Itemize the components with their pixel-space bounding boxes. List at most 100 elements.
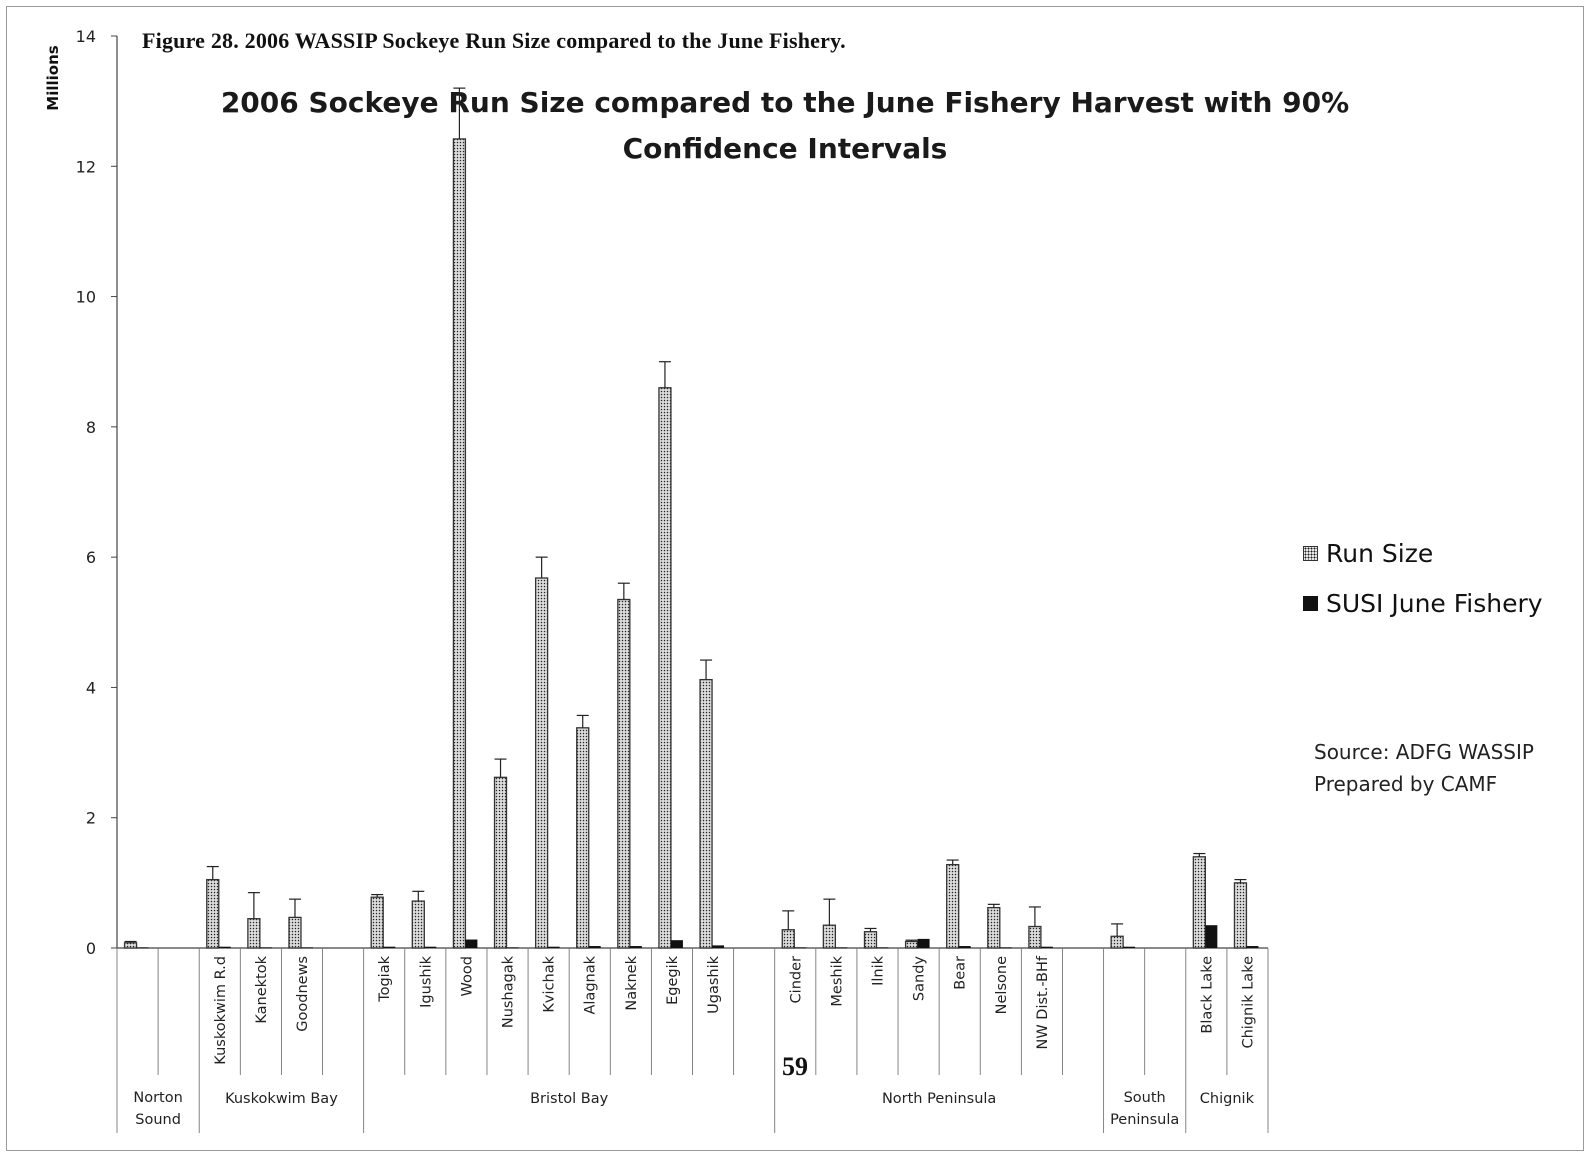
bar-susi-june-fishery [670,940,683,948]
bar-run-size [699,678,713,949]
category-label: Goodnews [295,956,311,1032]
category-label: Bear [953,956,969,990]
bar-run-size [288,916,302,949]
bar-susi-june-fishery [999,947,1012,949]
bar-susi-june-fishery [794,947,807,949]
y-axis-label: Millions [44,45,62,110]
bar-run-size [1233,882,1248,949]
bar-run-size [1028,925,1042,949]
bar-susi-june-fishery [424,946,437,948]
bar-susi-june-fishery [136,947,149,949]
bar-run-size [617,598,631,949]
legend-label-susi: SUSI June Fishery [1326,588,1543,618]
legend-swatch-run-size [1303,545,1318,561]
bar-susi-june-fishery [835,947,848,949]
bar-run-size [493,776,508,949]
bar-run-size [411,900,425,949]
bar-susi-june-fishery [1040,946,1053,948]
category-label: Cinder [788,956,804,1003]
bar-run-size [123,942,138,949]
group-label: Bristol Bay [530,1091,609,1107]
category-label: Alagnak [583,955,599,1014]
y-tick-label: 6 [86,548,96,567]
bar-run-size [987,906,1001,949]
category-label: Kanektok [254,955,270,1023]
bar-run-size [904,940,919,949]
category-label: Nelsone [994,956,1010,1014]
chart-frame [6,6,1584,1151]
bar-run-size [1110,935,1124,949]
bar-susi-june-fishery [465,939,478,948]
bar-run-size [247,918,261,949]
bar-susi-june-fishery [259,947,272,949]
bar-susi-june-fishery [917,938,930,948]
category-label: Ilnik [870,955,886,986]
bar-run-size [658,387,672,949]
group-label: Peninsula [1110,1112,1179,1128]
bar-run-size [576,727,590,949]
y-tick-label: 14 [76,27,96,46]
chart-title-line: 2006 Sockeye Run Size compared to the Ju… [220,86,1350,119]
category-label: Black Lake [1199,956,1215,1034]
bar-run-size [1192,856,1206,949]
bar-susi-june-fishery [1246,946,1259,948]
y-tick-label: 10 [76,288,96,307]
group-label: Chignik [1200,1091,1255,1107]
legend-item-run-size: Run Size [1303,528,1543,578]
chart-title: 2006 Sockeye Run Size compared to the Ju… [200,80,1370,172]
legend-swatch-susi [1303,595,1318,611]
bar-susi-june-fishery [712,945,725,948]
group-label: Norton [133,1090,182,1106]
category-label: Chignik Lake [1240,956,1256,1049]
group-label: North Peninsula [882,1091,996,1107]
legend-label-run-size: Run Size [1326,538,1434,568]
bar-susi-june-fishery [1205,925,1218,948]
bar-susi-june-fishery [958,946,971,948]
bar-susi-june-fishery [383,946,396,948]
bar-run-size [370,896,384,949]
bar-susi-june-fishery [629,946,642,948]
category-labels: Kuskokwim R.d Kanektok Goodnews Togiak Igush… [133,955,1256,1128]
category-label: Sandy [912,956,928,1001]
source-line: Source: ADFG WASSIP [1314,740,1534,764]
y-tick-label: 2 [86,809,96,828]
bar-run-size [206,878,220,949]
bar-run-size [946,863,960,949]
bar-susi-june-fishery [300,947,313,949]
category-label: Meshik [829,955,845,1006]
prepared-by-line: Prepared by CAMF [1314,772,1498,796]
y-tick-label: 4 [86,678,96,697]
bar-run-size [452,138,467,949]
page-number: 59 [781,1052,809,1082]
bar-run-size [822,924,837,949]
bar-run-size [781,929,795,949]
y-tick-label: 12 [76,157,96,176]
category-label: Togiak [377,955,393,1002]
bar-susi-june-fishery [547,946,560,948]
source-note: Source: ADFG WASSIP Prepared by CAMF [1314,736,1534,800]
legend: Run Size SUSI June Fishery [1303,528,1543,628]
category-label: Kuskokwim R.d [213,956,229,1065]
bar-susi-june-fishery [218,946,231,948]
category-label: Ugashik [706,955,722,1013]
group-label: Sound [135,1112,181,1128]
y-axis-title: Millions [44,45,62,110]
category-label: Nushagak [501,955,517,1028]
category-label: Egegik [665,955,681,1005]
category-label: Wood [459,956,475,996]
y-tick-label: 0 [86,939,96,958]
category-label: NW Dist.-BHf [1035,955,1051,1049]
bar-susi-june-fishery [588,946,601,948]
bar-susi-june-fishery [876,947,889,949]
bar-run-size [534,577,549,949]
category-label: Naknek [624,955,640,1010]
group-label: South [1124,1090,1166,1106]
bar-susi-june-fishery [1123,946,1136,948]
legend-item-susi: SUSI June Fishery [1303,578,1543,628]
axes: 0 2 4 6 8 10 12 14 [76,27,1269,1133]
figure-caption: Figure 28. 2006 WASSIP Sockeye Run Size … [142,28,846,53]
category-label: Kvichak [542,955,558,1012]
category-label: Igushik [418,955,434,1007]
y-tick-label: 8 [86,418,96,437]
